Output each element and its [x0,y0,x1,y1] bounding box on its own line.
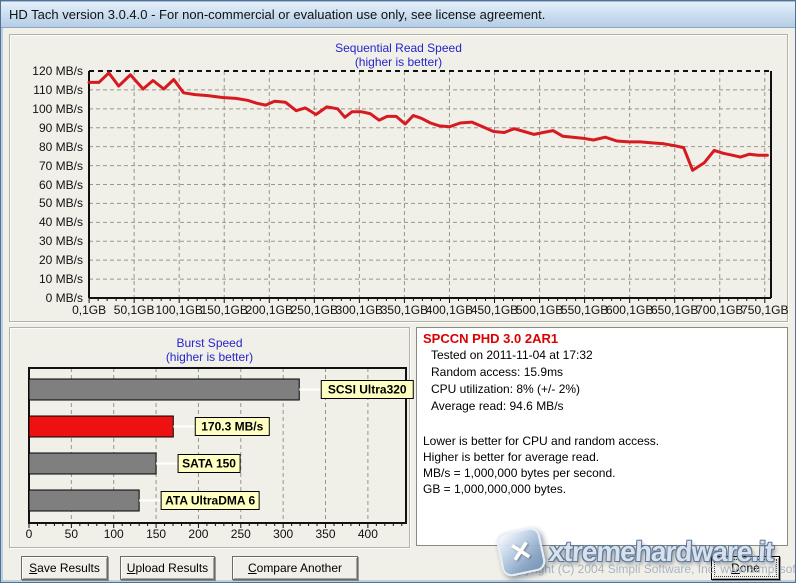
upload-results-button[interactable]: Upload Results [120,556,215,580]
sequential-chart-title: Sequential Read Speed [335,41,462,55]
axis-tick-label: 100 MB/s [32,101,83,116]
drive-info-line: Average read: 94.6 MB/s [431,399,564,413]
axis-tick-label: 400 [357,527,378,541]
axis-tick-label: 50 [64,527,79,541]
save-accel: S [29,561,38,575]
save-results-button[interactable]: Save Results [21,556,108,580]
info-note: Lower is better for CPU and random acces… [423,434,660,448]
axis-tick-label: 30 MB/s [38,234,83,249]
axis-tick-label: 80 MB/s [38,139,83,154]
axis-tick-label: 50,1GB [113,303,155,317]
axis-tick-label: 450,1GB [470,303,519,317]
info-note: GB = 1,000,000,000 bytes. [423,482,567,496]
axis-tick-label: 650,1GB [651,303,699,317]
axis-tick-label: 350 [315,527,336,541]
axis-tick-label: 300,1GB [335,303,384,317]
save-label: ave Results [37,561,100,575]
burst-speed-plot: SCSI Ultra320 170.3 MB/s SATA 150 ATA Ultra… [28,367,414,528]
copyright-text: Copyright (C) 2004 Simpli Software, Inc.… [503,562,796,576]
axis-tick-label: 40 MB/s [38,215,83,230]
title-bar: HD Tach version 3.0.4.0 - For non-commer… [1,1,795,28]
sequential-read-line [87,71,769,172]
burst-chart-title: Burst Speed [176,336,243,350]
sequential-chart-subtitle: (higher is better) [354,55,443,69]
axis-tick-label: 120 MB/s [32,64,83,78]
axis-tick-label: 50 MB/s [38,196,83,211]
bar-label-box [177,454,241,473]
drive-info-line: Random access: 15.9ms [431,365,564,379]
sequential-read-plot [87,70,772,303]
bar-label-box [194,417,270,436]
axis-tick-label: 100,1GB [155,303,203,317]
axis-tick-label: 250,1GB [290,303,338,317]
burst-bar [28,415,174,438]
axis-tick-label: 60 MB/s [38,177,83,192]
axis-tick-label: 0 [25,527,33,541]
axis-tick-label: 750,1GB [741,303,789,317]
bar-label-text: SATA 150 [182,457,236,471]
upload-label: pload Results [135,561,209,575]
axis-tick-label: 200 [188,527,209,541]
axis-tick-label: 20 MB/s [38,253,83,268]
done-accel: D [731,561,740,575]
bar-label-box [320,380,414,399]
compare-accel: C [247,561,257,575]
drive-info-line: Tested on 2011-11-04 at 17:32 [431,348,593,362]
axis-tick-label: 600,1GB [605,303,654,317]
bar-label-box [160,491,260,510]
axis-tick-label: 350,1GB [380,303,429,317]
bar-label-text: ATA UltraDMA 6 [165,494,255,508]
info-note: MB/s = 1,000,000 bytes per second. [423,466,616,480]
burst-bar [28,452,157,475]
axis-tick-label: 100 [103,527,124,541]
info-notes: Lower is better for CPU and random acces… [423,433,781,497]
drive-info-panel: SPCCN PHD 3.0 2AR1 Tested on 2011-11-04 … [416,327,788,546]
axis-tick-label: 10 MB/s [38,272,83,287]
upload-accel: U [126,561,136,575]
burst-bar [28,378,300,401]
axis-tick-label: 0 MB/s [45,291,83,305]
axis-tick-label: 400,1GB [425,303,474,317]
axis-tick-label: 300 [273,527,294,541]
drive-name: SPCCN PHD 3.0 2AR1 [423,331,559,346]
axis-tick-label: 150,1GB [200,303,248,317]
bar-label-text: SCSI Ultra320 [328,383,407,397]
axis-tick-label: 110 MB/s [33,82,83,97]
axis-tick-label: 90 MB/s [38,120,83,135]
done-button[interactable]: Done [711,556,780,580]
window-title: HD Tach version 3.0.4.0 - For non-commer… [9,7,546,22]
axis-tick-label: 200,1GB [245,303,293,317]
axis-tick-label: 500,1GB [515,303,564,317]
drive-info-line: CPU utilization: 8% (+/- 2%) [431,382,581,396]
axis-tick-label: 250 [230,527,251,541]
burst-bar [28,489,140,512]
compare-label: ompare Another Drive [256,561,343,575]
axis-tick-label: 550,1GB [560,303,609,317]
axis-tick-label: 70 MB/s [38,158,83,173]
done-label: one [739,561,760,575]
bar-label-text: 170.3 MB/s [201,420,263,434]
axis-tick-label: 700,1GB [696,303,744,317]
axis-tick-label: 150 [146,527,167,541]
axis-tick-label: 0,1GB [72,303,107,317]
info-note: Higher is better for average read. [423,450,600,464]
burst-chart-subtitle: (higher is better) [165,350,254,364]
compare-another-drive-button[interactable]: Compare Another Drive [232,556,358,580]
